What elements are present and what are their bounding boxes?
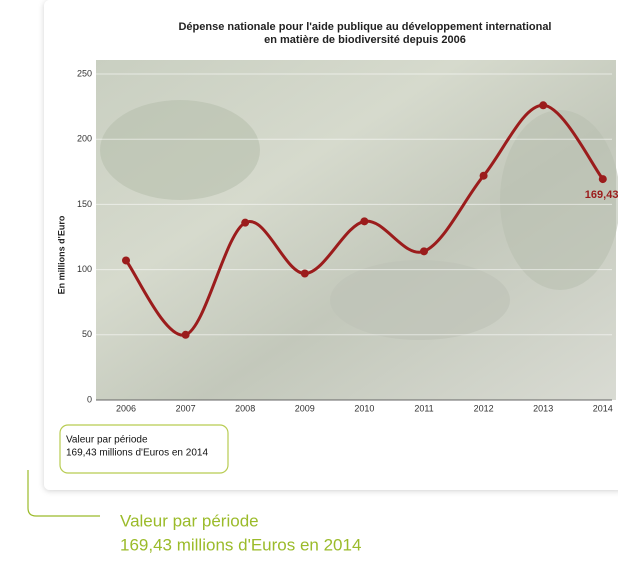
photo-detail xyxy=(100,100,260,200)
data-point xyxy=(598,175,607,184)
data-point xyxy=(479,171,488,180)
chart-title: Dépense nationale pour l'aide publique a… xyxy=(178,21,551,33)
tooltip-text: Valeur par période xyxy=(66,435,148,446)
x-tick-label: 2007 xyxy=(176,403,196,413)
data-point xyxy=(181,330,190,339)
y-tick-label: 200 xyxy=(77,134,92,144)
x-tick-label: 2010 xyxy=(354,403,374,413)
caption-text: 169,43 millions d'Euros en 2014 xyxy=(120,535,361,554)
x-tick-label: 2008 xyxy=(235,403,255,413)
data-point xyxy=(539,101,548,110)
y-axis-label: En millions d'Euro xyxy=(56,215,66,294)
photo-detail xyxy=(330,260,510,340)
x-tick-label: 2012 xyxy=(474,403,494,413)
y-tick-label: 50 xyxy=(82,329,92,339)
x-tick-label: 2013 xyxy=(533,403,553,413)
data-point xyxy=(122,256,130,265)
x-tick-label: 2014 xyxy=(593,403,613,413)
tooltip-box xyxy=(59,424,229,474)
y-tick-label: 0 xyxy=(87,394,92,404)
x-tick-label: 2009 xyxy=(295,403,315,413)
data-point xyxy=(241,218,250,227)
y-tick-label: 250 xyxy=(77,68,92,78)
chart-title: en matière de biodiversité depuis 2006 xyxy=(264,34,466,46)
caption-text: Valeur par période xyxy=(120,511,259,530)
x-tick-label: 2011 xyxy=(414,403,433,413)
y-tick-label: 100 xyxy=(77,264,92,274)
data-point xyxy=(300,269,309,278)
value-label: 169,43 xyxy=(585,189,618,201)
connector xyxy=(27,470,100,517)
x-tick-label: 2006 xyxy=(116,403,136,413)
data-point xyxy=(420,247,428,256)
y-tick-label: 150 xyxy=(77,199,92,209)
tooltip-text: 169,43 millions d'Euros en 2014 xyxy=(66,448,208,459)
data-point xyxy=(360,217,369,226)
